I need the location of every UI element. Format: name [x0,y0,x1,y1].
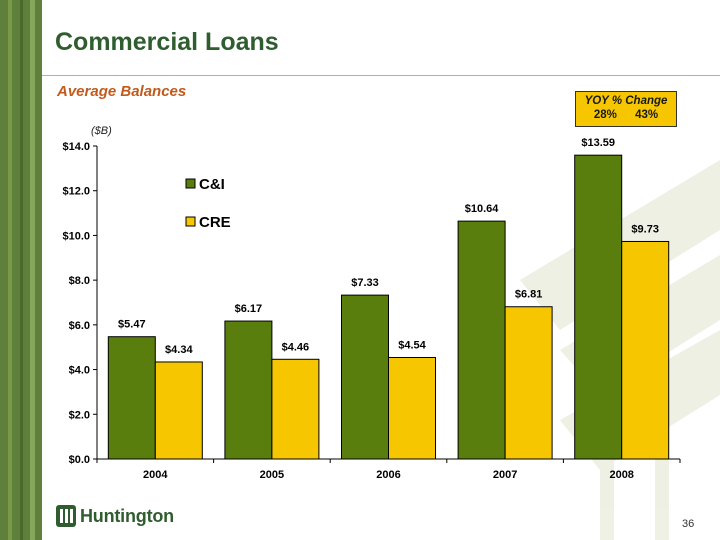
page-number: 36 [682,518,695,530]
data-label: $10.64 [465,203,500,215]
unit-note: ($B) [91,125,112,137]
yoy-value-cre: 43% [635,109,659,121]
slide-subtitle: Average Balances [57,83,187,100]
bar-cni [341,294,389,460]
bar-cre [388,356,436,460]
bar-cni [457,220,506,460]
x-tick-label: 2007 [493,469,517,481]
data-label: $4.54 [398,339,426,351]
x-tick-label: 2008 [609,469,633,481]
x-tick-label: 2006 [376,469,400,481]
legend-label: C&I [199,176,225,193]
data-label: $4.46 [282,341,310,353]
title-divider [42,75,720,76]
logo-mark-icon [56,505,76,527]
company-logo: Huntington [56,505,174,527]
bar-cre [504,306,553,460]
y-tick-label: $10.0 [62,230,90,242]
data-label: $13.59 [581,137,615,149]
bar-cni [574,154,623,460]
bar-cre [154,361,203,460]
data-label: $6.81 [515,289,543,301]
yoy-value-cni: 28% [593,109,617,121]
legend-swatch [185,216,196,227]
y-tick-label: $8.0 [69,275,90,287]
bar-cre [271,358,320,460]
data-label: $6.17 [235,303,263,315]
bar-cni [224,320,273,460]
slide-title: Commercial Loans [55,28,279,56]
data-label: $4.34 [165,344,193,356]
legend-swatch [185,178,196,189]
y-tick-label: $0.0 [69,454,90,466]
bar-cre [621,240,670,460]
x-tick-label: 2004 [143,469,168,481]
x-tick-label: 2005 [260,469,284,481]
bar-cni [107,336,156,460]
y-tick-label: $2.0 [69,409,90,421]
sidebar-stripe [0,0,42,540]
logo-text: Huntington [80,505,174,526]
data-label: $7.33 [351,277,379,289]
y-tick-label: $4.0 [69,365,90,377]
data-label: $9.73 [631,223,659,235]
yoy-heading: YOY % Change [584,95,668,107]
yoy-change-box: YOY % Change 28% 43% [575,91,677,127]
data-label: $5.47 [118,319,146,331]
y-tick-label: $14.0 [62,141,90,153]
y-tick-label: $6.0 [69,320,90,332]
y-tick-label: $12.0 [62,186,90,198]
legend-label: CRE [199,214,231,231]
